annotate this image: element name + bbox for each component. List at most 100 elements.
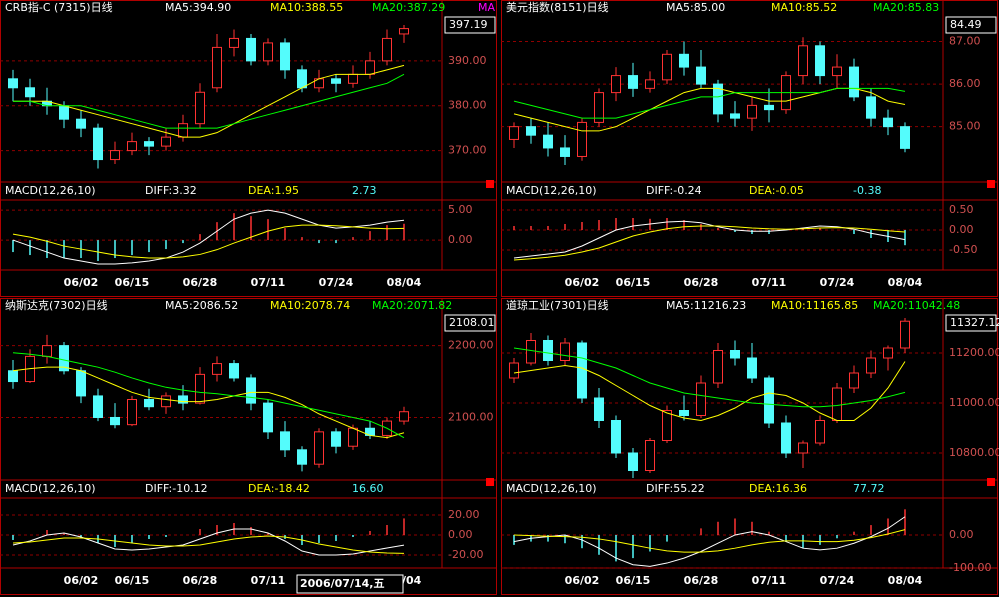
candle-body <box>883 117 893 128</box>
ma-label: MA20:387.29 <box>372 1 445 14</box>
candle-body <box>611 420 621 454</box>
candle-body <box>543 340 553 361</box>
ma-line <box>12 366 405 439</box>
ma-label: MA10:11165.85 <box>771 299 858 312</box>
y-tick-label: 11200.00 <box>949 346 999 359</box>
candle-body <box>229 363 239 379</box>
candle-body <box>178 123 188 138</box>
candle-body <box>280 431 290 451</box>
macd-label: 2.73 <box>352 184 377 197</box>
candle-body <box>42 345 52 357</box>
candle-body <box>76 118 86 129</box>
x-tick-label: 06/02 <box>64 276 99 289</box>
candle-body <box>399 411 409 422</box>
ma-label: MA <box>478 1 495 14</box>
candle-body <box>526 340 536 364</box>
price-tag: 397.19 <box>449 18 488 31</box>
macd-tick-label: -20.00 <box>448 548 483 561</box>
dea-line <box>12 535 405 554</box>
diff-line <box>12 528 405 556</box>
candle-body <box>399 28 409 35</box>
candle-body <box>832 66 842 77</box>
candle-body <box>662 53 672 81</box>
macd-label: DIFF:-0.24 <box>646 184 702 197</box>
price-tag: 84.49 <box>950 18 982 31</box>
macd-tick-label: 0.00 <box>448 233 473 246</box>
diff-line <box>513 220 906 259</box>
panel: 美元指数(8151)日线 MA5:85.00 MA10:85.52 MA20:85.8… <box>501 0 998 297</box>
candle-body <box>696 382 706 416</box>
y-tick-label: 87.00 <box>949 35 981 48</box>
ma-label: MA5:85.00 <box>666 1 725 14</box>
candle-body <box>628 75 638 89</box>
x-tick-label: 07/11 <box>752 574 787 587</box>
candle-body <box>900 320 910 349</box>
panel-frame <box>0 298 497 595</box>
x-tick-label: 07/11 <box>752 276 787 289</box>
ma-label: MA5:2086.52 <box>165 299 238 312</box>
candle-body <box>178 395 188 404</box>
candle-body <box>526 126 536 136</box>
dea-line <box>513 529 906 553</box>
macd-label: 16.60 <box>352 482 384 495</box>
candle-body <box>594 92 604 123</box>
x-tick-label: 06/28 <box>684 574 719 587</box>
macd-tick-label: 0.00 <box>448 528 473 541</box>
y-tick-label: 85.00 <box>949 120 981 133</box>
x-tick-label: 07/11 <box>251 276 286 289</box>
candle-body <box>679 53 689 68</box>
macd-label: -0.38 <box>853 184 881 197</box>
ma-line <box>13 73 405 129</box>
x-tick-label: 06/15 <box>115 574 150 587</box>
chart-title: CRB指-C (7315)日线 <box>5 0 113 14</box>
y-tick-label: 11000.00 <box>949 396 999 409</box>
panel-frame <box>0 0 497 297</box>
marker <box>987 478 995 486</box>
candle-body <box>263 402 273 433</box>
cursor-label: 2006/07/14,五 <box>300 577 384 590</box>
candle-body <box>229 37 239 48</box>
candle-body <box>781 422 791 454</box>
candle-body <box>577 121 587 157</box>
candle-body <box>280 42 290 71</box>
candle-body <box>297 69 307 89</box>
candle-body <box>849 66 859 98</box>
price-tag: 2108.01 <box>449 316 495 329</box>
candle-body <box>59 105 69 120</box>
candle-body <box>900 126 910 149</box>
candle-body <box>662 410 672 441</box>
price-tag-box <box>444 314 496 332</box>
candle-body <box>195 91 205 125</box>
macd-label: DEA:1.95 <box>248 184 299 197</box>
y-tick-label: 10800.00 <box>949 446 999 459</box>
x-tick-label: 06/02 <box>565 574 600 587</box>
candle-body <box>764 377 774 424</box>
y-tick-label: 370.00 <box>448 144 487 157</box>
candle-body <box>611 75 621 94</box>
candle-body <box>645 79 655 89</box>
candle-body <box>628 452 638 471</box>
x-tick-label: 06/15 <box>115 276 150 289</box>
macd-label: DEA:-0.05 <box>749 184 804 197</box>
candle-body <box>764 104 774 111</box>
candle-body <box>161 136 171 147</box>
macd-label: MACD(12,26,10) <box>5 184 96 197</box>
ma-label: MA5:11216.23 <box>666 299 746 312</box>
candle-body <box>314 431 324 465</box>
candle-body <box>331 431 341 447</box>
marker <box>486 478 494 486</box>
macd-tick-label: 5.00 <box>448 203 473 216</box>
candle-body <box>127 399 137 426</box>
price-tag: 11327.12 <box>950 316 999 329</box>
ma-label: MA20:2071.82 <box>372 299 452 312</box>
candle-body <box>509 126 519 140</box>
macd-label: MACD(12,26,10) <box>506 184 597 197</box>
price-tag-box <box>444 16 496 34</box>
panel-frame <box>501 0 998 297</box>
ma-label: MA10:2078.74 <box>270 299 350 312</box>
panel: CRB指-C (7315)日线 MA5:394.90 MA10:388.55 MA20… <box>0 0 497 297</box>
x-tick-label: 08/04 <box>888 574 923 587</box>
candle-body <box>382 37 392 62</box>
macd-label: MACD(12,26,10) <box>506 482 597 495</box>
